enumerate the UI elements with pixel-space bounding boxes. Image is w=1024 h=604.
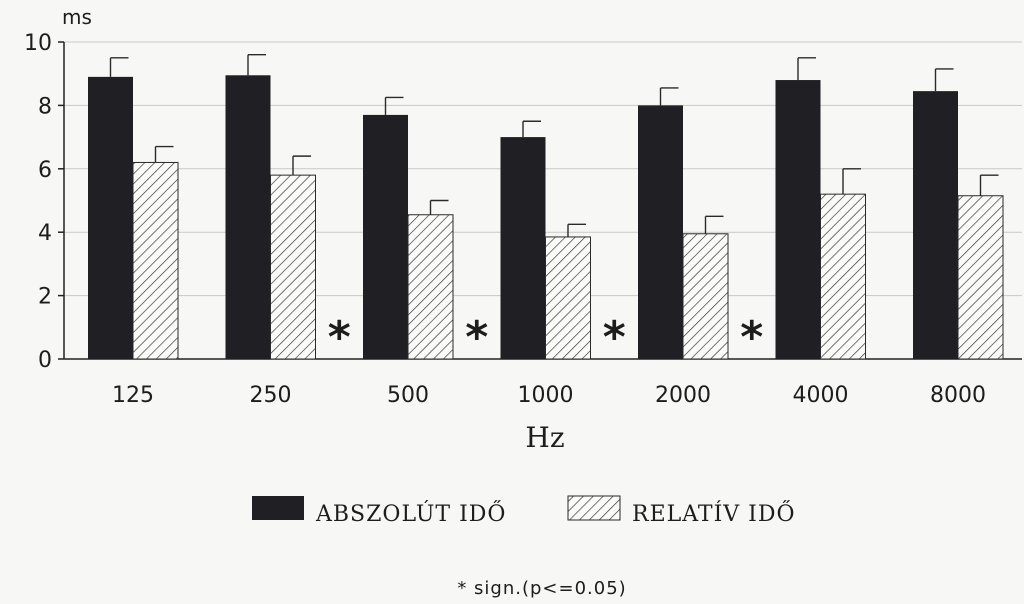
significance-markers: * * * * (328, 312, 764, 363)
significance-star: * (328, 312, 351, 363)
y-tick-label: 4 (38, 221, 52, 246)
bar-relative (682, 233, 729, 360)
bar-relative (270, 174, 316, 360)
y-tick-label: 8 (38, 94, 52, 119)
significance-star: * (465, 312, 488, 363)
legend-swatch-absolute (252, 496, 304, 520)
significance-star: * (603, 312, 626, 363)
x-tick-label: 125 (112, 383, 154, 408)
legend-swatch-relative (567, 495, 621, 521)
bar-absolute (363, 114, 408, 359)
x-tick-label: 4000 (793, 383, 849, 408)
bar-relative (957, 195, 1004, 360)
y-axis-unit-label: ms (62, 5, 92, 29)
bar-absolute (638, 105, 683, 360)
x-tick-label: 1000 (518, 383, 574, 408)
y-tick-label: 10 (24, 31, 52, 56)
error-bars (109, 53, 999, 237)
y-tick-label: 2 (38, 285, 52, 310)
tick-labels: 0 2 4 6 8 10 125 250 500 1000 2000 4000 8000 (24, 31, 986, 408)
y-tick-label: 6 (38, 158, 52, 183)
y-tick-label: 0 (38, 348, 52, 373)
x-tick-label: 250 (250, 383, 292, 408)
legend-label-relative: RELATÍV IDŐ (632, 500, 796, 527)
legend-label-absolute: ABSZOLÚT IDŐ (315, 500, 506, 527)
bar-relative (820, 193, 866, 360)
bar-relative (545, 236, 591, 360)
legend: ABSZOLÚT IDŐ RELATÍV IDŐ (252, 495, 796, 527)
bar-relative (407, 214, 454, 360)
bars (88, 75, 1004, 360)
bar-absolute (225, 75, 271, 359)
x-axis-title: Hz (525, 421, 564, 454)
bar-relative (132, 161, 179, 360)
significance-note: * sign.(p<=0.05) (457, 578, 626, 599)
significance-star: * (740, 312, 763, 363)
bar-absolute (88, 76, 133, 360)
bar-absolute (913, 91, 958, 359)
bar-absolute (500, 137, 546, 359)
x-tick-label: 8000 (930, 383, 986, 408)
bar-absolute (775, 80, 821, 359)
x-tick-label: 500 (387, 383, 429, 408)
x-tick-label: 2000 (655, 383, 711, 408)
